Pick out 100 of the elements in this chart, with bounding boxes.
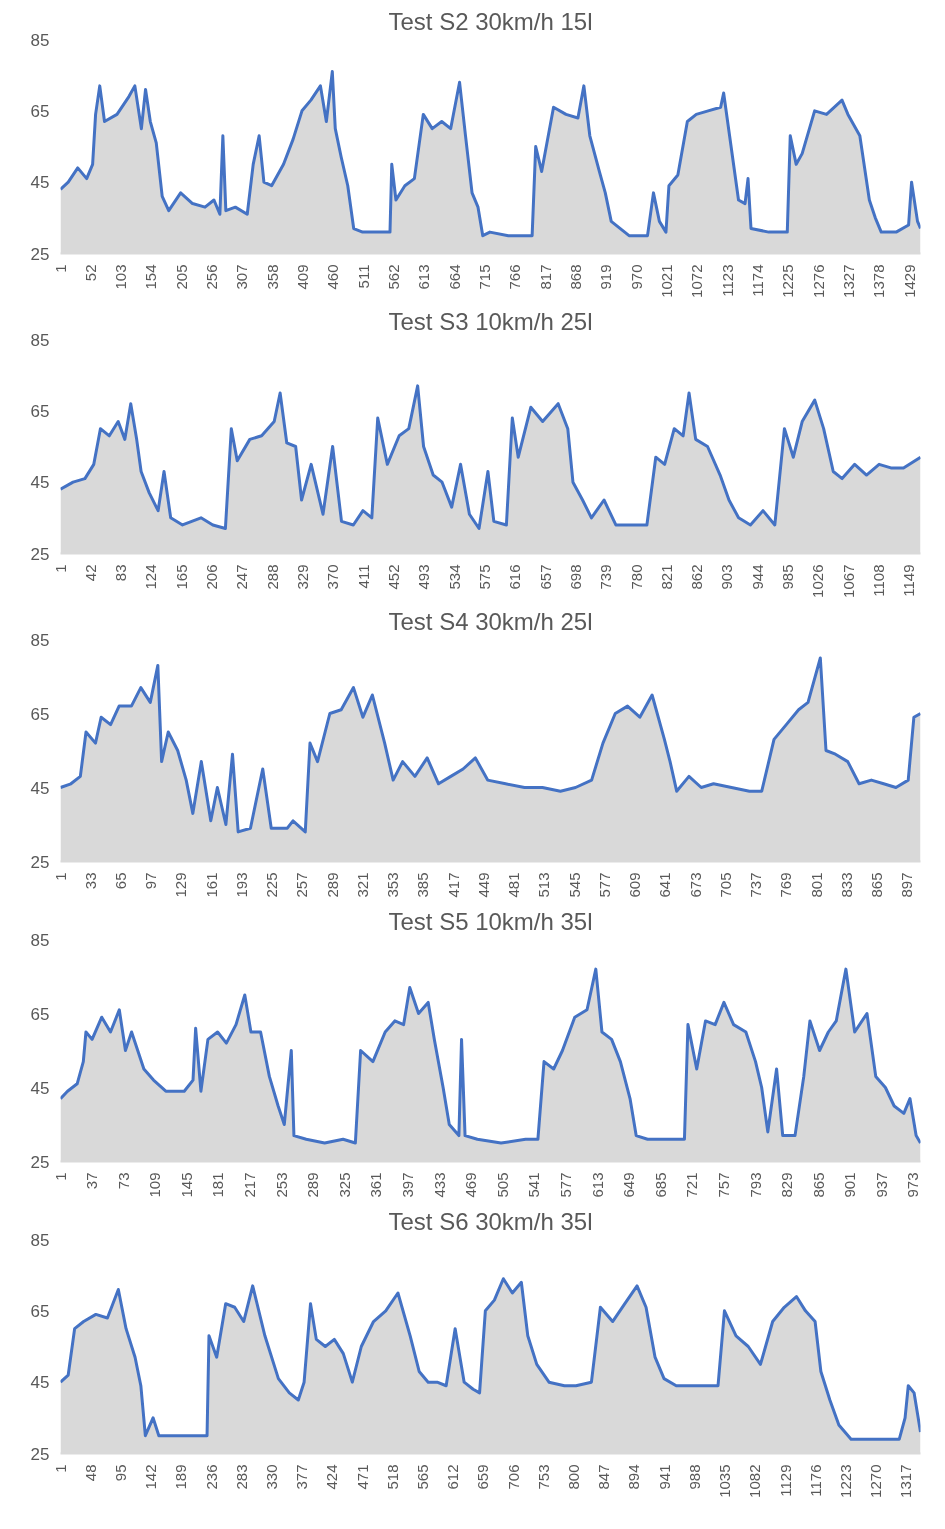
y-tick-label: 25: [30, 852, 50, 872]
x-tick-label: 1223: [836, 1464, 854, 1498]
y-tick-label: 85: [30, 330, 50, 350]
x-tick-label: 562: [385, 264, 403, 290]
x-tick-label: 481: [505, 872, 523, 898]
x-tick-label: 685: [651, 1172, 669, 1198]
x-tick-label: 460: [324, 264, 342, 290]
y-tick-label: 45: [30, 778, 50, 798]
y-tick-label: 65: [30, 1004, 50, 1024]
x-tick-label: 769: [777, 872, 795, 898]
x-tick-label: 901: [841, 1172, 859, 1198]
x-tick-label: 1082: [746, 1464, 764, 1498]
x-tick-label: 1: [51, 1464, 69, 1473]
x-tick-label: 145: [177, 1172, 195, 1198]
x-tick-label: 253: [272, 1172, 290, 1198]
x-tick-label: 1: [51, 564, 69, 573]
y-tick-label: 45: [30, 473, 50, 493]
x-tick-label: 205: [172, 264, 190, 290]
x-tick-label: 370: [324, 564, 342, 590]
x-tick-label: 307: [233, 264, 251, 290]
x-tick-label: 247: [233, 564, 251, 590]
x-tick-label: 739: [597, 564, 615, 590]
x-tick-label: 801: [807, 872, 825, 898]
x-tick-label: 817: [536, 264, 554, 290]
x-tick-label: 518: [383, 1464, 401, 1490]
x-tick-label: 721: [683, 1172, 701, 1198]
x-tick-label: 865: [868, 872, 886, 898]
x-tick-label: 1108: [870, 564, 888, 597]
x-tick-label: 1067: [839, 564, 857, 598]
x-tick-label: 1129: [776, 1464, 794, 1497]
x-tick-label: 236: [202, 1464, 220, 1490]
x-tick-label: 109: [146, 1172, 164, 1198]
x-tick-label: 1327: [840, 264, 858, 298]
x-tick-label: 471: [353, 1464, 371, 1490]
chart-title: Test S2 30km/h 15l: [388, 7, 593, 35]
x-tick-label: 534: [445, 564, 463, 590]
x-tick-label: 973: [904, 1172, 922, 1198]
x-tick-label: 124: [142, 564, 160, 590]
x-tick-label: 829: [778, 1172, 796, 1198]
x-tick-label: 766: [506, 264, 524, 290]
x-tick-label: 613: [588, 1172, 606, 1198]
y-tick-label: 65: [30, 401, 50, 421]
x-tick-label: 1: [51, 872, 69, 881]
x-tick-label: 659: [474, 1464, 492, 1490]
x-tick-label: 919: [597, 264, 615, 290]
y-tick-label: 85: [30, 30, 50, 50]
x-tick-label: 103: [112, 264, 130, 290]
x-tick-label: 868: [567, 264, 585, 290]
x-tick-label: 541: [525, 1172, 543, 1198]
x-tick-label: 353: [384, 872, 402, 898]
x-tick-label: 511: [354, 264, 372, 289]
x-tick-label: 329: [294, 564, 312, 590]
y-tick-label: 45: [30, 1078, 50, 1098]
x-tick-label: 193: [232, 872, 250, 898]
x-tick-label: 865: [809, 1172, 827, 1198]
y-tick-label: 65: [30, 101, 50, 121]
x-tick-label: 361: [367, 1172, 385, 1198]
x-tick-label: 649: [620, 1172, 638, 1198]
x-tick-label: 847: [595, 1464, 613, 1490]
x-tick-label: 894: [625, 1464, 643, 1490]
x-tick-label: 780: [627, 564, 645, 590]
x-tick-label: 903: [718, 564, 736, 590]
x-tick-label: 289: [304, 1172, 322, 1198]
x-tick-label: 985: [779, 564, 797, 590]
x-tick-label: 657: [536, 564, 554, 590]
x-tick-label: 613: [415, 264, 433, 290]
y-tick-label: 85: [30, 1230, 50, 1250]
x-tick-label: 452: [385, 564, 402, 590]
x-tick-label: 385: [414, 872, 432, 898]
x-tick-label: 545: [565, 872, 583, 898]
y-tick-label: 45: [30, 173, 50, 193]
x-tick-label: 944: [748, 564, 766, 590]
x-tick-label: 411: [354, 564, 372, 589]
x-tick-label: 1276: [809, 264, 827, 298]
x-tick-label: 181: [209, 1172, 227, 1198]
y-tick-label: 85: [30, 630, 50, 650]
x-tick-label: 358: [263, 264, 281, 290]
y-tick-label: 25: [30, 244, 50, 264]
y-tick-label: 45: [30, 1373, 50, 1393]
x-tick-label: 73: [114, 1172, 132, 1190]
x-tick-label: 37: [83, 1172, 101, 1190]
x-tick-label: 664: [445, 264, 463, 290]
x-tick-label: 65: [111, 872, 129, 890]
x-tick-label: 577: [556, 1172, 574, 1198]
x-tick-label: 142: [142, 1464, 160, 1490]
x-tick-label: 449: [474, 872, 492, 898]
x-tick-label: 565: [414, 1464, 432, 1490]
x-tick-label: 1225: [779, 264, 797, 298]
x-tick-label: 97: [142, 872, 160, 890]
x-tick-label: 1: [51, 264, 69, 273]
x-tick-label: 577: [595, 872, 613, 898]
x-tick-label: 821: [657, 564, 675, 590]
x-tick-label: 753: [534, 1464, 552, 1490]
x-tick-label: 417: [444, 872, 462, 898]
x-tick-label: 1149: [900, 564, 918, 597]
x-tick-label: 698: [566, 564, 584, 590]
y-tick-label: 65: [30, 1301, 50, 1321]
y-tick-label: 25: [30, 544, 50, 564]
x-tick-label: 225: [263, 872, 281, 898]
x-tick-label: 189: [172, 1464, 190, 1490]
